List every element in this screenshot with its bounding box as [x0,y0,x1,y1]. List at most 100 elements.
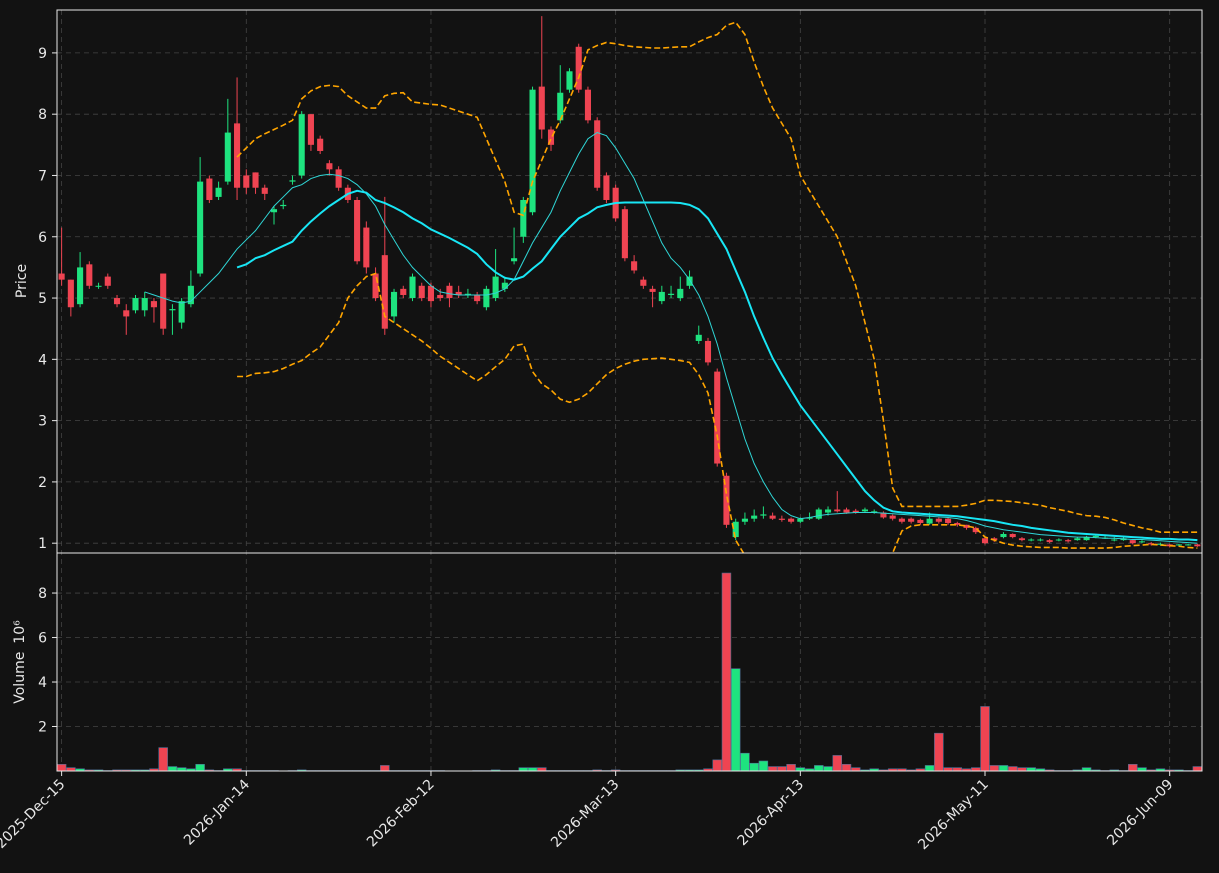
candle-body [335,169,342,188]
candle-body [834,509,841,512]
candle-body [95,285,102,287]
volume-bar [1081,767,1092,771]
candle-body [372,273,379,299]
volume-bar [897,768,907,771]
candle-body [289,180,296,182]
candle-body [1000,534,1007,538]
candle-body [1175,544,1182,546]
candle-body [234,123,241,188]
volume-bar [537,767,547,771]
candle-body [769,515,776,519]
candle-body [1092,535,1099,538]
candle-body [1028,539,1035,541]
volume-bar [204,769,215,771]
candle-body [427,285,435,302]
candle-body [113,298,121,305]
candle-body [1194,544,1201,547]
candle-body [806,517,813,519]
candle-body [77,267,84,305]
candle-body [760,514,767,516]
candle-body [409,276,416,299]
candle-body [104,276,111,286]
volume-bar [1035,768,1046,771]
candle-body [945,518,952,523]
volume-bar [887,768,898,771]
candle-body [418,285,425,299]
volume-bar [767,766,778,771]
candle-body [1065,540,1072,542]
candle-body [455,291,462,295]
grid [57,10,1202,771]
candle-body [871,511,878,513]
volume-bar [850,767,861,771]
candle-body [815,509,822,519]
candle-body [270,209,278,213]
candle-body [381,255,388,329]
volume-bar [167,766,178,771]
volume-bar [814,765,824,771]
candle-body [852,510,859,513]
volume-bar [777,766,787,771]
volume-bar [786,764,796,771]
candle-body [824,509,832,513]
candle-body [1083,537,1090,541]
volume-bar [130,769,141,771]
volume-bar [232,768,242,771]
volume-bar [1026,767,1036,771]
volume-bar [186,768,196,771]
volume-bar [694,769,704,771]
candle-body [150,301,158,308]
candle-body [86,264,93,286]
candle-body [981,538,989,544]
volume-bar [906,769,916,771]
candle-body [187,285,194,305]
candle-body [991,538,998,541]
candle-body [215,187,222,197]
candle-body [326,163,333,170]
volume-bar [112,769,122,771]
volume-frame [56,552,1203,772]
y-tick-label: 7 [38,168,47,184]
candle-body [1138,541,1146,543]
candle-body [926,518,933,524]
volume-bar [961,768,972,771]
candle-body [723,475,730,525]
volume-bar [121,769,131,771]
candle-body [354,199,361,262]
y-tick-label: 4 [38,675,47,691]
candle-body [1157,543,1164,545]
candle-body [1018,538,1025,541]
candle-body [400,288,407,295]
volume-bar [1044,769,1055,771]
volume-bar [176,767,187,771]
y-tick-label: 2 [38,720,47,736]
candle-body [437,294,444,299]
candle-body [252,172,259,188]
volume-bar [1091,769,1101,771]
candle-body [788,518,795,522]
volume-plot [57,572,1202,771]
candle-body [843,509,850,513]
volume-bar [1192,766,1202,771]
volume-axis-label: Volume 10⁶ [12,620,28,704]
volume-bar [93,769,104,771]
candle-body [575,46,582,90]
volume-bar [57,764,67,771]
indicator-line [236,189,1198,542]
volume-bar [1174,769,1184,771]
price-plot [58,16,1201,553]
volume-bar [934,732,944,771]
y-tick-label: 4 [38,352,47,368]
volume-bar [721,572,732,771]
candle-body [603,175,610,200]
candle-body [132,298,139,311]
candle-body [317,138,324,151]
candle-body [649,288,656,292]
volume-bar [915,768,926,771]
volume-bar [749,762,759,771]
candle-body [566,71,573,90]
candle-body [640,279,647,286]
candle-body [1111,539,1118,541]
y-tick-label: 8 [38,586,47,602]
